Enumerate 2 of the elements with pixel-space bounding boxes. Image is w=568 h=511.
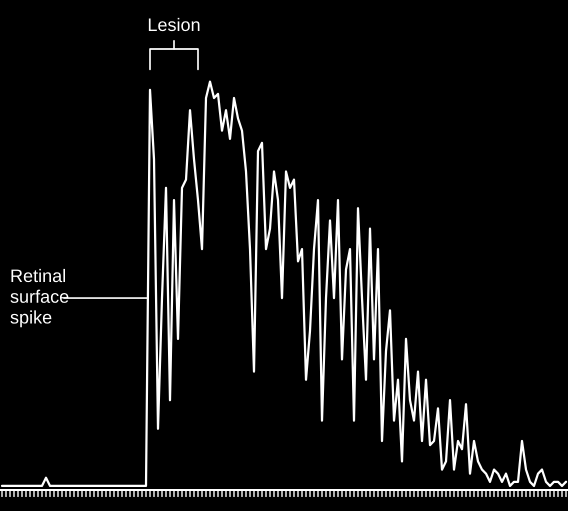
annotation: Retinal surface spike [10,268,68,328]
text: Lesion [148,18,200,32]
